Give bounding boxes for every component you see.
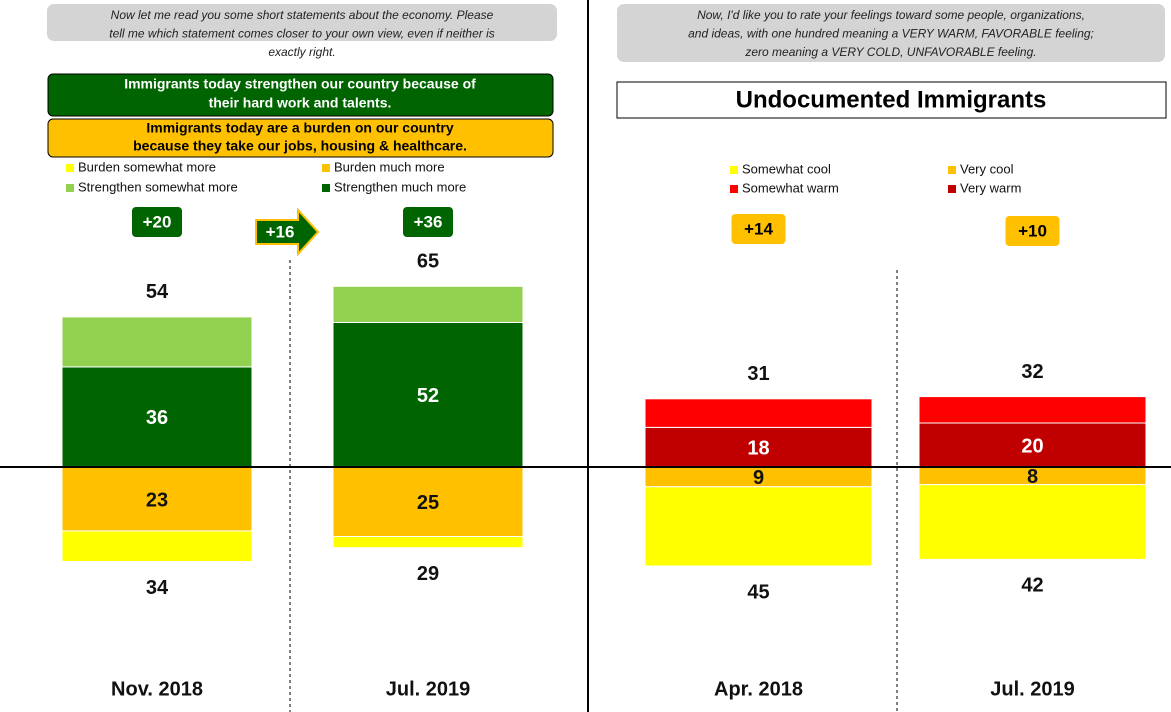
bar-segment xyxy=(332,321,524,468)
x-tick-label: Apr. 2018 xyxy=(714,678,803,700)
net-label: +14 xyxy=(744,219,773,238)
bar-segment xyxy=(61,316,253,368)
question-text: exactly right. xyxy=(268,45,335,59)
change-arrow xyxy=(255,207,320,257)
legend-label: Very warm xyxy=(960,180,1021,195)
question-box xyxy=(47,4,557,41)
bar-segment xyxy=(332,536,524,549)
question-text: Now let me read you some short statement… xyxy=(111,8,494,22)
legend-label: Strengthen somewhat more xyxy=(78,179,238,194)
statement-box xyxy=(47,118,554,158)
total-label: 34 xyxy=(146,577,169,599)
bar-segment xyxy=(332,285,524,323)
change-label: +16 xyxy=(266,222,295,241)
statement-box xyxy=(47,73,554,117)
net-badge xyxy=(132,207,182,237)
question-text: Now, I'd like you to rate your feelings … xyxy=(697,8,1085,22)
total-label: 65 xyxy=(417,251,439,273)
x-tick-label: Jul. 2019 xyxy=(990,678,1075,700)
net-badge xyxy=(731,214,786,244)
legend-swatch xyxy=(730,185,738,193)
legend-swatch xyxy=(66,164,74,172)
bar-segment xyxy=(918,396,1147,424)
total-label: 42 xyxy=(1021,575,1043,597)
net-badge xyxy=(403,207,453,237)
statement-text: Immigrants today strengthen our country … xyxy=(124,76,476,92)
legend-swatch xyxy=(730,166,738,174)
net-badge xyxy=(1005,216,1060,246)
chart-title: Undocumented Immigrants xyxy=(736,86,1047,113)
legend-label: Somewhat warm xyxy=(742,180,839,195)
total-label: 31 xyxy=(747,363,769,385)
bar-segment xyxy=(61,530,253,563)
statement-text: because they take our jobs, housing & he… xyxy=(133,138,467,154)
x-tick-label: Nov. 2018 xyxy=(111,678,203,700)
net-label: +10 xyxy=(1018,221,1047,240)
legend-label: Very cool xyxy=(960,161,1014,176)
total-label: 29 xyxy=(417,563,439,585)
bar-segment xyxy=(644,398,873,428)
total-label: 45 xyxy=(747,581,769,603)
legend-label: Strengthen much more xyxy=(334,179,466,194)
legend-swatch xyxy=(948,166,956,174)
legend-label: Somewhat cool xyxy=(742,161,831,176)
legend-label: Burden somewhat more xyxy=(78,159,216,174)
legend-swatch xyxy=(322,184,330,192)
bar-segment xyxy=(644,486,873,567)
bar-segment xyxy=(644,426,873,468)
legend-swatch xyxy=(66,184,74,192)
question-box xyxy=(617,4,1165,62)
legend-swatch xyxy=(322,164,330,172)
legend-swatch xyxy=(948,185,956,193)
statement-text: Immigrants today are a burden on our cou… xyxy=(146,120,453,136)
question-text: and ideas, with one hundred meaning a VE… xyxy=(688,27,1094,41)
x-tick-label: Jul. 2019 xyxy=(386,678,471,700)
question-text: zero meaning a VERY COLD, UNFAVORABLE fe… xyxy=(744,45,1036,59)
total-label: 54 xyxy=(146,281,169,303)
value-label: 18 xyxy=(747,437,769,459)
statement-text: their hard work and talents. xyxy=(209,95,392,111)
net-label: +20 xyxy=(143,212,172,231)
bar-segment xyxy=(918,422,1147,468)
bar-segment xyxy=(918,484,1147,560)
value-label: 25 xyxy=(417,492,439,514)
question-text: tell me which statement comes closer to … xyxy=(109,27,495,41)
value-label: 52 xyxy=(417,385,439,407)
total-label: 32 xyxy=(1021,361,1043,383)
value-label: 36 xyxy=(146,407,168,429)
title-box xyxy=(616,81,1167,119)
value-label: 9 xyxy=(753,467,764,489)
legend-label: Burden much more xyxy=(334,159,445,174)
net-label: +36 xyxy=(414,212,443,231)
value-label: 8 xyxy=(1027,466,1038,488)
value-label: 20 xyxy=(1021,435,1043,457)
value-label: 23 xyxy=(146,489,168,511)
